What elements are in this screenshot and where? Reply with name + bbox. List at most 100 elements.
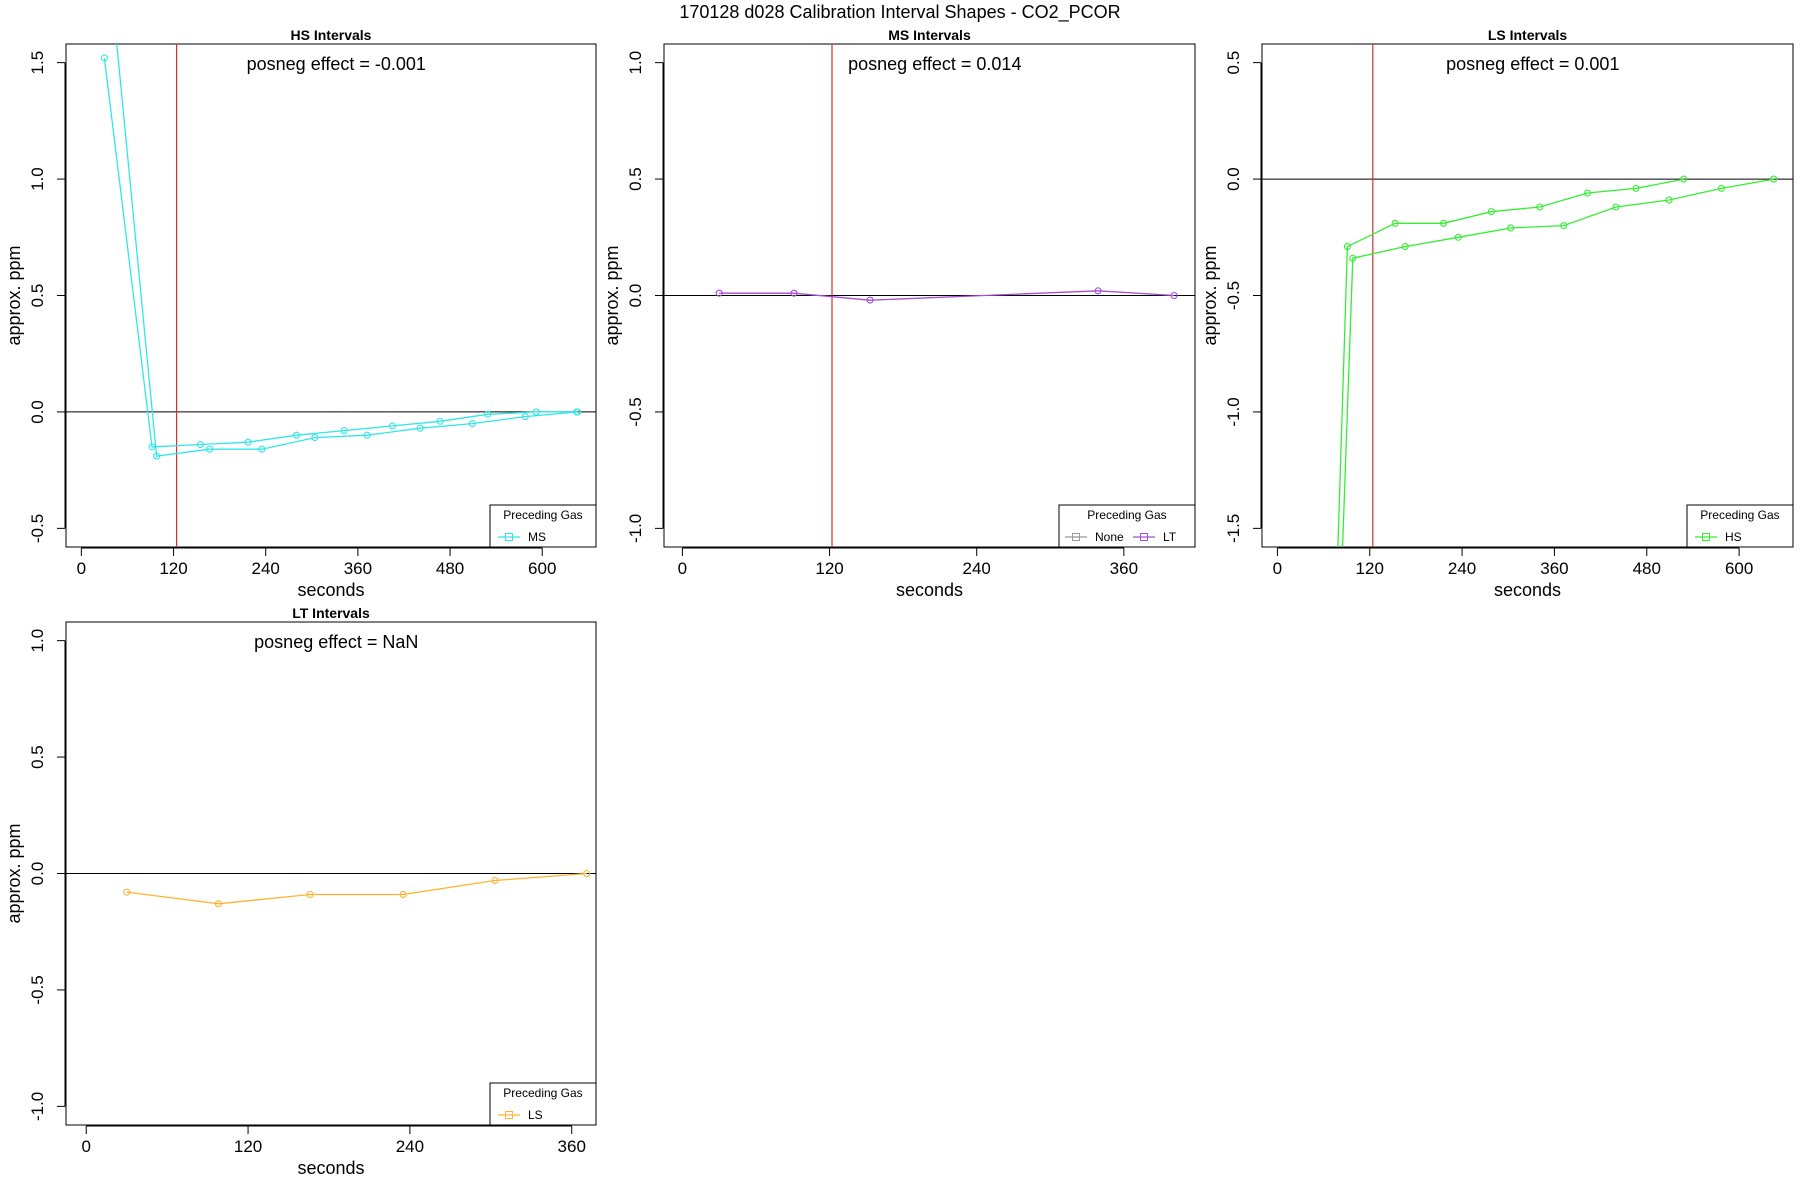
legend-title: Preceding Gas [503, 508, 582, 522]
data-point [1170, 291, 1178, 300]
legend-swatch-marker [1072, 533, 1080, 541]
x-tick-label: 360 [558, 1137, 586, 1156]
data-point [1770, 175, 1778, 183]
panel-2: LS Intervals posneg effect = 0.001 0 120 240… [1200, 27, 1794, 600]
y-axis-title: approx. ppm [602, 245, 622, 345]
x-tick-label: 0 [81, 1137, 90, 1156]
panel-1: MS Intervals posneg effect = 0.014 0 120 240… [602, 27, 1196, 600]
x-tick-label: 120 [234, 1137, 262, 1156]
x-tick-label: 240 [1448, 559, 1476, 578]
legend: Preceding Gas LS [489, 1082, 597, 1126]
data-point [306, 890, 314, 899]
data-point [1536, 203, 1544, 211]
y-tick-label: 0.0 [28, 400, 47, 424]
series-line-LS [126, 872, 587, 905]
data-point [363, 431, 371, 439]
legend: Preceding Gas HS [1686, 504, 1794, 548]
series-group [123, 869, 591, 908]
legend-title: Preceding Gas [1700, 508, 1779, 522]
series-group [1337, 175, 1778, 547]
y-tick-label: 1.0 [28, 167, 47, 191]
legend-swatch-marker [505, 533, 513, 541]
legend-box [1058, 504, 1196, 548]
data-point [468, 420, 476, 428]
series-group [715, 287, 1178, 304]
legend: Preceding Gas None LT [1058, 504, 1196, 548]
data-point [436, 417, 444, 425]
data-point [399, 890, 407, 899]
x-tick-label: 0 [77, 559, 86, 578]
data-point [1391, 219, 1399, 227]
x-tick-label: 480 [1633, 559, 1661, 578]
legend-entry-HS: HS [1725, 530, 1742, 544]
y-tick-label: -0.5 [28, 975, 47, 1004]
data-point [583, 869, 591, 878]
legend-swatch-marker [505, 1111, 513, 1119]
y-tick-label: 0.5 [626, 167, 645, 191]
data-point [1632, 184, 1640, 192]
data-point [292, 431, 300, 439]
data-point [1717, 184, 1725, 192]
data-point [244, 438, 252, 446]
x-tick-label: 360 [1110, 559, 1138, 578]
posneg-annotation: posneg effect = 0.001 [1446, 54, 1619, 74]
posneg-annotation: posneg effect = NaN [254, 632, 418, 652]
y-tick-label: -0.5 [1224, 281, 1243, 310]
x-tick-label: 240 [396, 1137, 424, 1156]
panel-0: HS Intervals posneg effect = -0.001 0 120 24… [4, 27, 597, 600]
x-tick-label: 120 [815, 559, 843, 578]
y-tick-label: 1.0 [28, 629, 47, 653]
data-point [574, 408, 582, 416]
panel-title: LT Intervals [292, 605, 370, 621]
data-point [1343, 243, 1351, 251]
y-axis-title: approx. ppm [1200, 245, 1220, 345]
x-axis-title: seconds [297, 1158, 364, 1178]
plot-frame [65, 43, 597, 548]
data-point [1612, 203, 1620, 211]
plot-frame [1261, 43, 1794, 548]
data-point [311, 434, 319, 442]
data-point [866, 296, 874, 304]
y-tick-label: -0.5 [626, 397, 645, 426]
y-tick-label: 1.0 [626, 51, 645, 75]
y-tick-label: -1.0 [626, 514, 645, 543]
data-point [123, 888, 131, 896]
data-point [715, 289, 723, 297]
data-point [1665, 196, 1673, 204]
data-point [153, 452, 161, 460]
legend-title: Preceding Gas [1087, 508, 1166, 522]
series-line-MS [103, 57, 577, 448]
series-line-MS [116, 44, 578, 457]
data-point [196, 440, 204, 449]
legend-swatch-marker [1140, 533, 1148, 541]
data-point [491, 876, 499, 885]
x-tick-label: 0 [678, 559, 687, 578]
data-point [1401, 243, 1409, 251]
panel-3: LT Intervals posneg effect = NaN 0 120 240 36… [4, 605, 597, 1178]
y-axis-title: approx. ppm [4, 245, 24, 345]
legend-entry-None: None [1095, 530, 1124, 544]
x-axis-title: seconds [1494, 580, 1561, 600]
x-tick-label: 0 [1273, 559, 1282, 578]
series-line-HS [1341, 178, 1774, 547]
x-tick-label: 120 [159, 559, 187, 578]
panel-title: MS Intervals [888, 27, 971, 43]
y-tick-label: 0.5 [28, 745, 47, 769]
legend-swatch-marker [1702, 533, 1710, 541]
series-line-HS [1337, 178, 1684, 547]
series-line-LT [719, 290, 1175, 301]
x-tick-label: 600 [1725, 559, 1753, 578]
legend: Preceding Gas MS [489, 504, 597, 548]
data-point [790, 289, 798, 297]
legend-entry-LT: LT [1163, 530, 1177, 544]
x-axis-title: seconds [297, 580, 364, 600]
x-tick-label: 360 [344, 559, 372, 578]
x-tick-label: 480 [436, 559, 464, 578]
panels: HS Intervals posneg effect = -0.001 0 120 24… [4, 27, 1794, 1178]
y-tick-label: 1.5 [28, 51, 47, 75]
data-point [100, 54, 108, 62]
x-tick-label: 240 [963, 559, 991, 578]
y-tick-label: 0.0 [626, 284, 645, 308]
